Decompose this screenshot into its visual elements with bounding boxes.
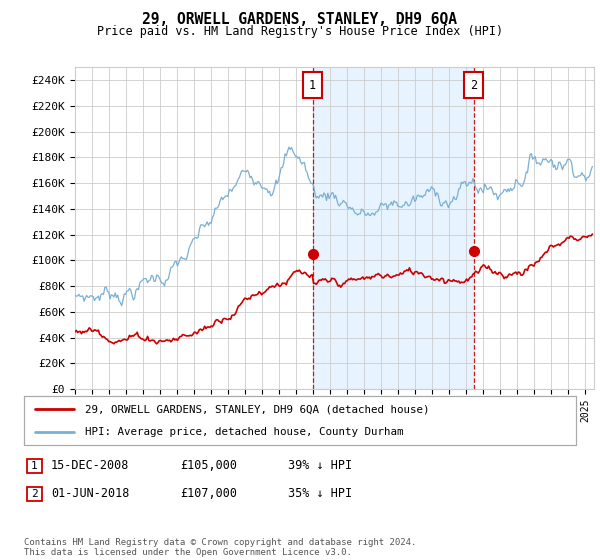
Text: £107,000: £107,000 <box>180 487 237 501</box>
Text: £105,000: £105,000 <box>180 459 237 473</box>
Text: HPI: Average price, detached house, County Durham: HPI: Average price, detached house, Coun… <box>85 427 403 437</box>
Text: 01-JUN-2018: 01-JUN-2018 <box>51 487 130 501</box>
Text: 39% ↓ HPI: 39% ↓ HPI <box>288 459 352 473</box>
FancyBboxPatch shape <box>464 72 483 98</box>
FancyBboxPatch shape <box>303 72 322 98</box>
Text: 29, ORWELL GARDENS, STANLEY, DH9 6QA: 29, ORWELL GARDENS, STANLEY, DH9 6QA <box>143 12 458 27</box>
Text: 1: 1 <box>31 461 38 471</box>
Text: Price paid vs. HM Land Registry's House Price Index (HPI): Price paid vs. HM Land Registry's House … <box>97 25 503 38</box>
Text: 15-DEC-2008: 15-DEC-2008 <box>51 459 130 473</box>
Text: 35% ↓ HPI: 35% ↓ HPI <box>288 487 352 501</box>
Text: 29, ORWELL GARDENS, STANLEY, DH9 6QA (detached house): 29, ORWELL GARDENS, STANLEY, DH9 6QA (de… <box>85 404 429 414</box>
Text: 2: 2 <box>470 79 477 92</box>
Text: 1: 1 <box>309 79 316 92</box>
Text: Contains HM Land Registry data © Crown copyright and database right 2024.
This d: Contains HM Land Registry data © Crown c… <box>24 538 416 557</box>
Text: 2: 2 <box>31 489 38 499</box>
